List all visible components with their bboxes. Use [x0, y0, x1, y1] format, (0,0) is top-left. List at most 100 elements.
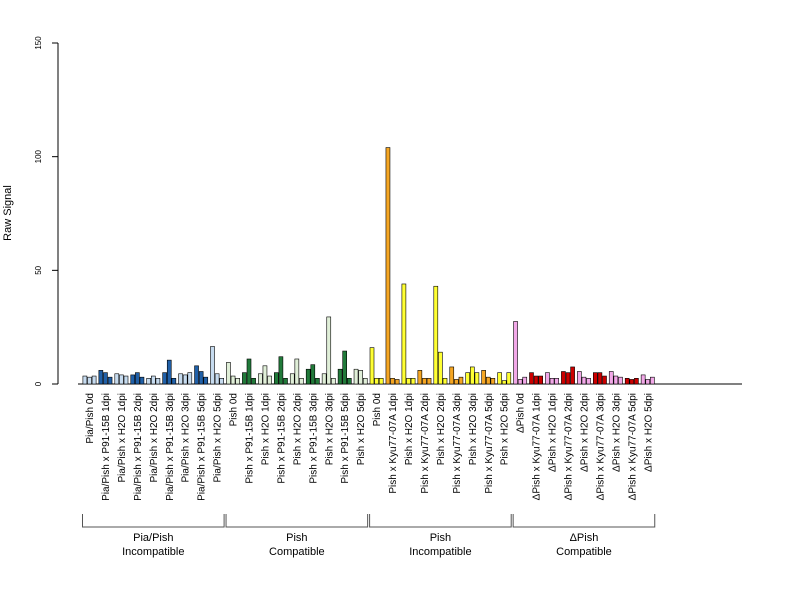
category-label: Pia/Pish x H2O 2dpi — [149, 393, 160, 483]
category-label: ΔPish x Kyu77-07A 2dpi — [564, 393, 575, 500]
bar — [214, 373, 220, 385]
bar — [449, 366, 455, 385]
bar — [246, 358, 252, 385]
bar — [267, 375, 272, 385]
category-label: Pia/Pish x H2O 1dpi — [117, 393, 128, 483]
category-label: Pia/Pish x P91-15B 2dpi — [133, 393, 144, 501]
bar — [82, 375, 88, 385]
bar — [203, 376, 209, 385]
bar — [410, 378, 416, 385]
bar — [538, 375, 544, 385]
category-label: Pia/Pish x H2O 3dpi — [181, 393, 192, 483]
group-label-line2: Incompatible — [409, 546, 471, 558]
category-label: Pish x Kyu77-07A 2dpi — [420, 393, 431, 494]
category-label: Pish x H2O 2dpi — [436, 393, 447, 465]
group-label-line1: ΔPish — [570, 532, 599, 544]
bar — [294, 358, 300, 385]
bar — [251, 378, 256, 385]
bar — [378, 378, 384, 385]
bar — [433, 285, 439, 385]
bar — [210, 346, 215, 385]
bar — [219, 378, 224, 385]
bar — [608, 371, 614, 385]
bar — [358, 370, 363, 385]
category-label: Pish x P91-15B 5dpi — [340, 393, 351, 484]
y-tick-label: 0 — [34, 381, 43, 386]
bar — [645, 379, 651, 385]
group-label-line2: Compatible — [556, 546, 612, 558]
bar — [570, 366, 575, 385]
bar — [650, 376, 655, 385]
bar — [442, 378, 448, 385]
bar — [346, 378, 352, 385]
bar — [634, 378, 639, 385]
bar — [310, 364, 316, 385]
bar — [342, 350, 348, 385]
bar — [326, 316, 332, 385]
bar — [577, 371, 582, 385]
bar — [262, 365, 268, 385]
bar — [485, 376, 491, 385]
bar — [198, 371, 204, 385]
category-label: Pish x H2O 2dpi — [292, 393, 303, 465]
bar — [123, 375, 129, 385]
bar — [289, 373, 295, 385]
bar — [166, 359, 172, 385]
bar — [597, 372, 603, 385]
bar — [469, 366, 475, 385]
group-bracket — [512, 514, 656, 528]
bar — [155, 378, 161, 385]
bar — [618, 376, 623, 385]
bar — [278, 356, 284, 385]
category-label: ΔPish x H2O 1dpi — [548, 393, 559, 472]
bar — [581, 376, 587, 385]
bar — [586, 378, 591, 385]
bar — [171, 378, 177, 385]
group-label-line2: Incompatible — [122, 546, 184, 558]
bars — [82, 147, 655, 385]
bar — [458, 376, 464, 385]
category-label: Pish x H2O 5dpi — [500, 393, 511, 465]
bar — [135, 372, 140, 385]
bar — [390, 378, 395, 385]
bar — [549, 378, 555, 385]
group-label-line2: Compatible — [269, 546, 325, 558]
category-label: Pish x H2O 5dpi — [356, 393, 367, 465]
bar — [602, 375, 607, 385]
bar — [146, 378, 151, 385]
bar — [374, 378, 379, 385]
bar — [513, 321, 518, 385]
bar — [454, 379, 459, 385]
bar — [401, 283, 407, 385]
group-bracket — [82, 514, 225, 528]
bar — [406, 378, 411, 385]
bar — [230, 375, 236, 385]
y-tick-label: 100 — [34, 149, 43, 163]
y-tick-label: 150 — [34, 36, 43, 50]
bar — [394, 379, 400, 385]
bar — [114, 373, 120, 385]
category-label: ΔPish 0d — [516, 393, 527, 433]
y-tick-label: 50 — [34, 265, 43, 274]
bar — [465, 372, 471, 385]
category-label: ΔPish x Kyu77-07A 5dpi — [627, 393, 638, 500]
category-label: Pia/Pish x P91-15B 1dpi — [101, 393, 112, 501]
bar — [130, 374, 136, 385]
bar — [321, 373, 327, 385]
bar — [592, 372, 598, 385]
category-label: ΔPish x Kyu77-07A 3dpi — [595, 393, 606, 500]
group-label-line1: Pia/Pish — [133, 532, 173, 544]
bar — [194, 365, 199, 385]
bar — [103, 372, 108, 385]
bar — [629, 379, 635, 385]
bar — [283, 378, 288, 385]
group-label-line1: Pish — [286, 532, 307, 544]
bar — [98, 370, 104, 385]
category-label: Pia/Pish x P91-15B 3dpi — [165, 393, 176, 501]
bar — [490, 378, 496, 385]
bar — [497, 372, 502, 385]
category-label: Pish x P91-15B 1dpi — [245, 393, 256, 484]
bar — [151, 375, 156, 385]
category-labels: Pia/Pish 0d Pia/Pish x P91-15B 1dpi Pia/Pi… — [85, 393, 654, 501]
bar — [178, 373, 183, 385]
